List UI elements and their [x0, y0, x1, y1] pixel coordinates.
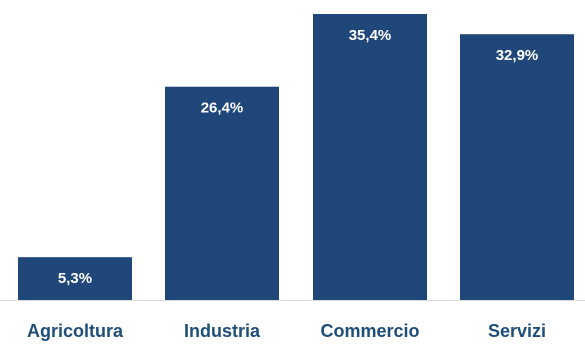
bars-group: [18, 14, 574, 301]
data-label-commercio: 35,4%: [349, 27, 392, 44]
data-label-agricoltura: 5,3%: [58, 270, 92, 287]
bar-commercio: [313, 14, 427, 300]
bar-servizi: [460, 34, 574, 300]
data-label-servizi: 32,9%: [496, 47, 539, 64]
bar-agricoltura: [18, 257, 132, 300]
category-labels-group: Agricoltura Industria Commercio Servizi: [27, 321, 546, 341]
data-labels-group: 5,3% 26,4% 35,4% 32,9%: [58, 27, 538, 287]
category-label-industria: Industria: [184, 321, 261, 341]
bar-industria: [165, 86, 279, 301]
category-label-agricoltura: Agricoltura: [27, 321, 124, 341]
category-label-commercio: Commercio: [320, 321, 419, 341]
data-label-industria: 26,4%: [201, 100, 244, 117]
category-label-servizi: Servizi: [488, 321, 546, 341]
